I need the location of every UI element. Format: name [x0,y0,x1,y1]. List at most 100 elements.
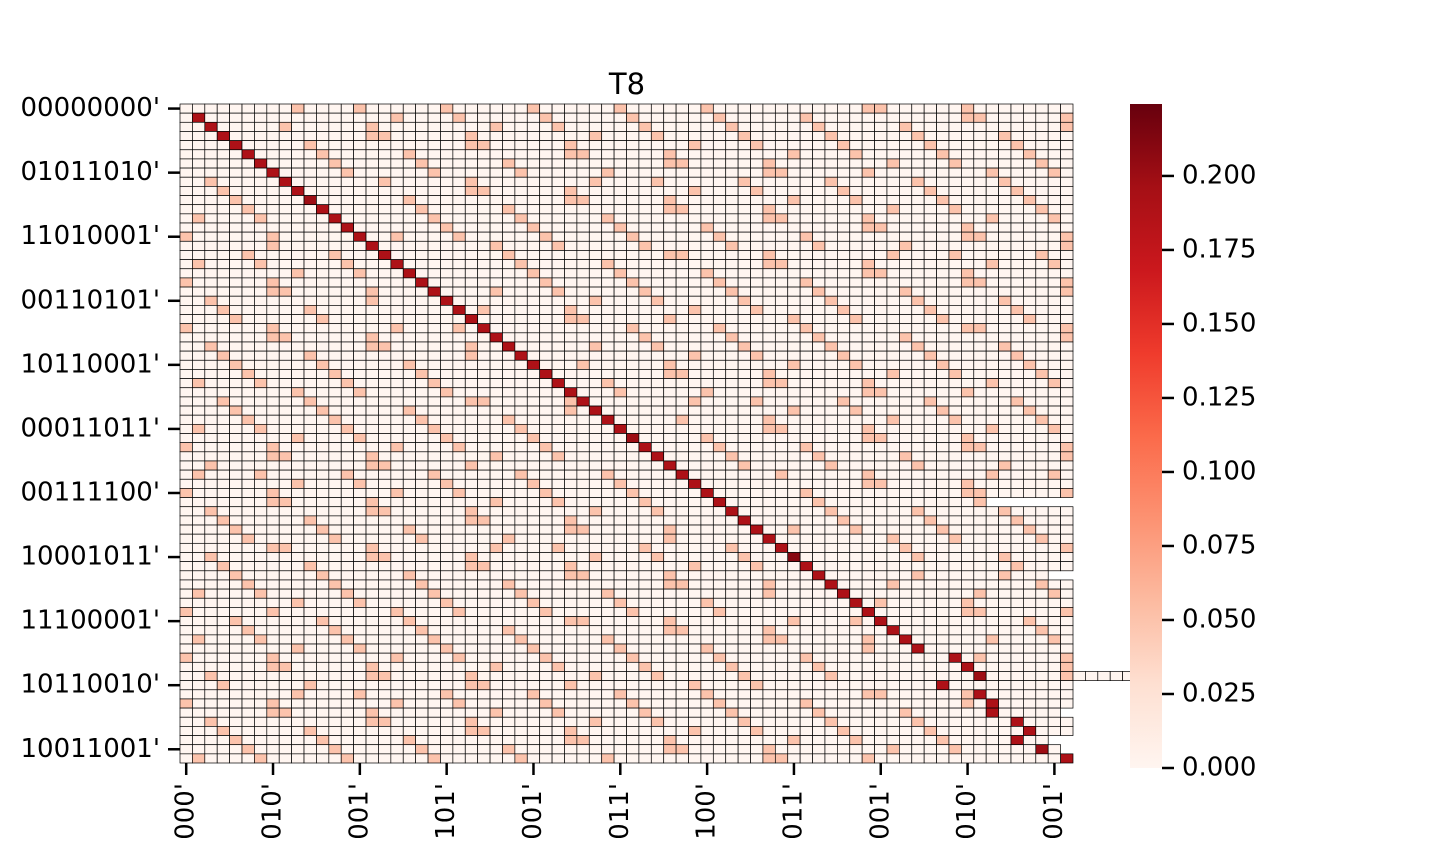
heatmap-cell [229,552,243,562]
heatmap-cell [973,314,987,325]
heatmap-cell [688,222,702,233]
heatmap-cell [874,204,888,215]
heatmap-cell [787,597,801,608]
heatmap-cell [328,231,342,242]
heatmap-cell [204,213,218,224]
heatmap-cell [502,213,516,224]
heatmap-cell [464,378,479,389]
heatmap-cell [936,451,950,462]
heatmap-cell [1035,140,1049,151]
heatmap-cell [725,204,739,215]
heatmap-cell [626,286,640,297]
heatmap-cell [663,378,677,389]
heatmap-cell [849,112,863,123]
heatmap-cell [291,286,305,297]
heatmap-cell [998,295,1012,306]
heatmap-cell [948,726,962,736]
heatmap-cell [415,186,429,196]
heatmap-cell [254,460,268,471]
heatmap-cell [712,497,727,508]
heatmap-cell [452,131,466,141]
heatmap-cell [936,634,950,645]
heatmap-cell [787,661,801,672]
heatmap-cell [440,515,454,526]
heatmap-cell [576,195,590,206]
heatmap-cell [998,689,1012,700]
heatmap-cell [836,698,851,709]
heatmap-cell [1060,405,1074,416]
heatmap-cell [923,286,937,297]
heatmap-cell [985,378,999,389]
heatmap-cell [700,305,714,315]
heatmap-cell [551,671,565,681]
heatmap-cell [588,451,603,462]
heatmap-cell [861,625,875,636]
heatmap-cell [526,277,541,288]
heatmap-cell [539,497,553,508]
heatmap-cell [588,323,603,334]
heatmap-cell [464,112,479,123]
heatmap-cell [973,488,987,498]
heatmap-cell [588,726,603,736]
heatmap-cell [911,350,925,361]
heatmap-cell [564,616,578,627]
heatmap-cell [886,561,900,572]
heatmap-cell [626,369,640,379]
heatmap-cell [365,396,379,407]
heatmap-cell [911,579,925,590]
heatmap-cell [1023,195,1037,206]
heatmap-cell [1010,588,1024,599]
heatmap-cell [601,542,615,553]
heatmap-cell [489,213,503,224]
heatmap-cell [452,231,466,242]
heatmap-cell [1047,552,1061,562]
heatmap-cell [526,689,541,700]
heatmap-cell [278,716,292,727]
heatmap-cell [650,689,665,700]
heatmap-cell [626,552,640,562]
heatmap-cell [700,231,714,242]
heatmap-cell [564,735,578,746]
heatmap-cell [1023,369,1037,379]
heatmap-cell [303,707,317,718]
heatmap-cell [725,497,739,508]
heatmap-cell [390,433,404,444]
heatmap-cell [427,506,441,517]
heatmap-cell [836,167,851,178]
heatmap-cell [899,588,913,599]
heatmap-cell [812,460,826,471]
heatmap-cell [688,451,702,462]
heatmap-cell [477,469,491,480]
heatmap-cell [477,314,491,325]
heatmap-cell [849,726,863,736]
heatmap-cell [502,103,516,114]
heatmap-cell [1023,597,1037,608]
heatmap-cell [452,460,466,471]
heatmap-cell [588,240,603,251]
heatmap-cell [192,176,206,187]
heatmap-cell [886,332,900,343]
heatmap-cell [911,359,925,370]
heatmap-cell [340,250,354,260]
heatmap-cell [663,240,677,251]
heatmap-cell [402,112,417,123]
heatmap-cell [464,570,479,581]
heatmap-cell [613,643,627,654]
heatmap-cell [452,369,466,379]
heatmap-cell [663,195,677,206]
heatmap-cell [700,213,714,224]
heatmap-cell [353,350,367,361]
heatmap-cell [799,680,813,691]
heatmap-cell [861,616,875,627]
heatmap-cell [700,204,714,215]
heatmap-cell [626,195,640,206]
heatmap-cell [316,231,330,242]
heatmap-cell [576,588,590,599]
heatmap-cell [514,332,528,343]
heatmap-cell [390,488,404,498]
heatmap-cell [254,689,268,700]
heatmap-cell [750,451,764,462]
heatmap-cell [849,680,863,691]
heatmap-cell [464,149,479,160]
heatmap-cell [489,158,503,169]
